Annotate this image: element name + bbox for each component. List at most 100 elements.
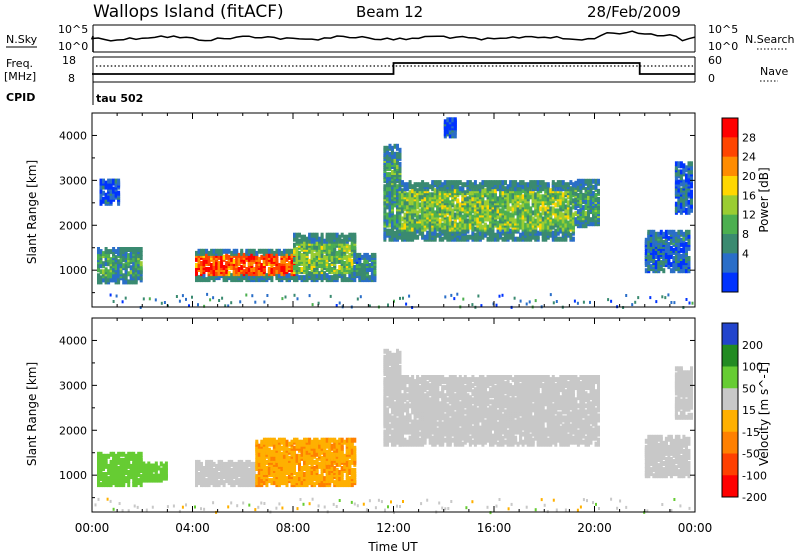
power-echo-cell [396, 151, 399, 157]
power-echo-cell [672, 264, 676, 270]
velocity-echo-cell [328, 463, 332, 469]
power-echo-cell [579, 215, 583, 221]
velocity-echo-cell [122, 480, 126, 486]
velocity-echo-cell [350, 472, 354, 477]
power-echo-cell [117, 277, 121, 283]
power-echo-cell [401, 216, 404, 222]
power-echo-cell [669, 239, 673, 245]
power-echo-cell [330, 275, 334, 281]
velocity-scatter-cell [552, 498, 555, 502]
power-echo-cell [541, 206, 545, 212]
power-echo-cell [350, 232, 354, 238]
velocity-scatter-cell [133, 504, 136, 508]
power-echo-cell [554, 202, 558, 208]
velocity-scatter-cell [109, 499, 112, 503]
power-scatter-cell [685, 298, 688, 301]
power-echo-cell [441, 216, 445, 222]
velocity-echo-cell [129, 451, 133, 457]
velocity-echo-cell [119, 457, 123, 463]
power-echo-cell [685, 195, 688, 201]
velocity-scatter-cell [335, 505, 338, 508]
velocity-scatter-cell [242, 501, 245, 505]
power-echo-cell [534, 208, 538, 214]
power-echo-cell [597, 205, 600, 211]
power-echo-cell [504, 210, 507, 216]
velocity-scatter-cell [420, 502, 423, 506]
power-echo-cell [679, 229, 683, 235]
power-scatter-cell [637, 296, 640, 300]
power-echo-cell [438, 226, 442, 232]
velocity-scatter-cell [281, 506, 284, 510]
power-echo-cell [418, 208, 422, 214]
power-echo-cell [453, 133, 457, 139]
power-echo-cell [358, 252, 362, 258]
power-echo-cell [433, 194, 437, 200]
velocity-scatter-cell [540, 498, 543, 502]
velocity-scatter-cell [525, 505, 528, 509]
power-echo-cell [496, 220, 500, 226]
power-echo-cell [386, 204, 389, 210]
power-echo-cell [448, 214, 452, 220]
power-echo-cell [315, 261, 319, 266]
velocity-echo-cell [205, 478, 209, 484]
power-scatter-cell [112, 300, 115, 303]
power-echo-cell [463, 222, 467, 228]
power-echo-cell [531, 216, 535, 222]
power-echo-cell [237, 267, 241, 272]
power-echo-cell [453, 222, 457, 228]
velocity-echo-cell [318, 482, 322, 488]
power-echo-cell [584, 223, 588, 229]
power-echo-cell [566, 182, 570, 188]
power-echo-cell [134, 247, 138, 252]
power-echo-cell [551, 218, 555, 224]
velocity-echo-cell [97, 459, 100, 465]
power-echo-cell [418, 222, 422, 228]
power-echo-cell [139, 261, 143, 267]
velocity-echo-cell [335, 447, 339, 453]
velocity-echo-cell [303, 441, 306, 447]
velocity-echo-cell [117, 466, 121, 471]
power-echo-cell [453, 180, 457, 186]
power-echo-cell [494, 188, 497, 194]
power-echo-cell [330, 242, 334, 248]
velocity-echo-cell [293, 470, 296, 475]
power-echo-cell [428, 202, 432, 208]
power-echo-cell [664, 229, 668, 235]
power-echo-cell [679, 169, 683, 175]
velocity-scatter-cell [582, 498, 585, 502]
power-echo-cell [539, 194, 543, 200]
power-echo-cell [398, 151, 402, 157]
velocity-echo-cell [333, 453, 337, 459]
power-echo-cell [109, 178, 113, 184]
velocity-echo-cell [97, 478, 100, 484]
velocity-echo-cell [318, 461, 322, 467]
power-echo-cell [298, 250, 301, 256]
velocity-scatter-cell [374, 506, 377, 510]
power-echo-cell [677, 256, 681, 261]
power-echo-cell [300, 256, 304, 262]
power-echo-cell [335, 269, 339, 275]
nsky-strip: N.Sky 10^5 10^0 10^5 10^0 N.Search [6, 23, 795, 53]
power-echo-cell [277, 269, 281, 275]
velocity-scatter-cell [688, 506, 691, 510]
velocity-scatter-cell [181, 505, 184, 509]
power-echo-cell [443, 232, 447, 238]
velocity-scatter-cell [390, 500, 392, 504]
velocity-echo-cell [255, 457, 259, 463]
power-echo-cell [690, 161, 693, 167]
power-echo-cell [310, 232, 314, 238]
power-echo-cell [461, 218, 465, 224]
power-echo-cell [579, 221, 583, 227]
power-scatter-cell [399, 296, 401, 300]
power-echo-cell [494, 204, 497, 210]
power-echo-cell [672, 256, 676, 261]
power-scatter-cell [495, 303, 498, 307]
power-echo-cell [99, 184, 103, 190]
power-echo-cell [406, 216, 410, 222]
power-echo-cell [659, 266, 663, 272]
velocity-echo-cell [250, 482, 254, 488]
velocity-echo-cell [285, 476, 289, 482]
velocity-echo-cell [267, 441, 271, 447]
power-echo-cell [654, 260, 658, 266]
